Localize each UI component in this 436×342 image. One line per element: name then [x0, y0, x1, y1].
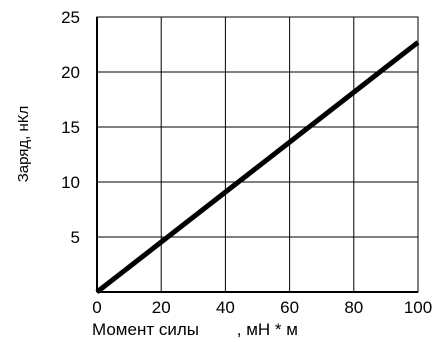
plot-frame: [96, 16, 419, 293]
x-tick-label: 80: [344, 298, 363, 317]
x-tick-label: 60: [280, 298, 299, 317]
x-tick-label: 0: [92, 298, 101, 317]
series-line: [95, 40, 420, 294]
x-tick-label: 40: [216, 298, 235, 317]
y-tick-label: 20: [61, 63, 80, 82]
y-tick-label: 15: [61, 118, 80, 137]
y-axis-label: Заряд, нКл: [15, 106, 32, 183]
y-tick-labels: 5 10 15 20 25: [61, 8, 80, 247]
x-axis-label: Момент силы , мН * м: [92, 320, 298, 339]
grid: [97, 17, 418, 292]
series-layer: [95, 40, 420, 294]
x-tick-label: 100: [404, 298, 432, 317]
x-tick-labels: 0 20 40 60 80 100: [92, 298, 432, 317]
y-tick-label: 25: [61, 8, 80, 27]
axes: [96, 16, 419, 293]
y-tick-label: 5: [71, 228, 80, 247]
y-tick-label: 10: [61, 173, 80, 192]
x-tick-label: 20: [152, 298, 171, 317]
